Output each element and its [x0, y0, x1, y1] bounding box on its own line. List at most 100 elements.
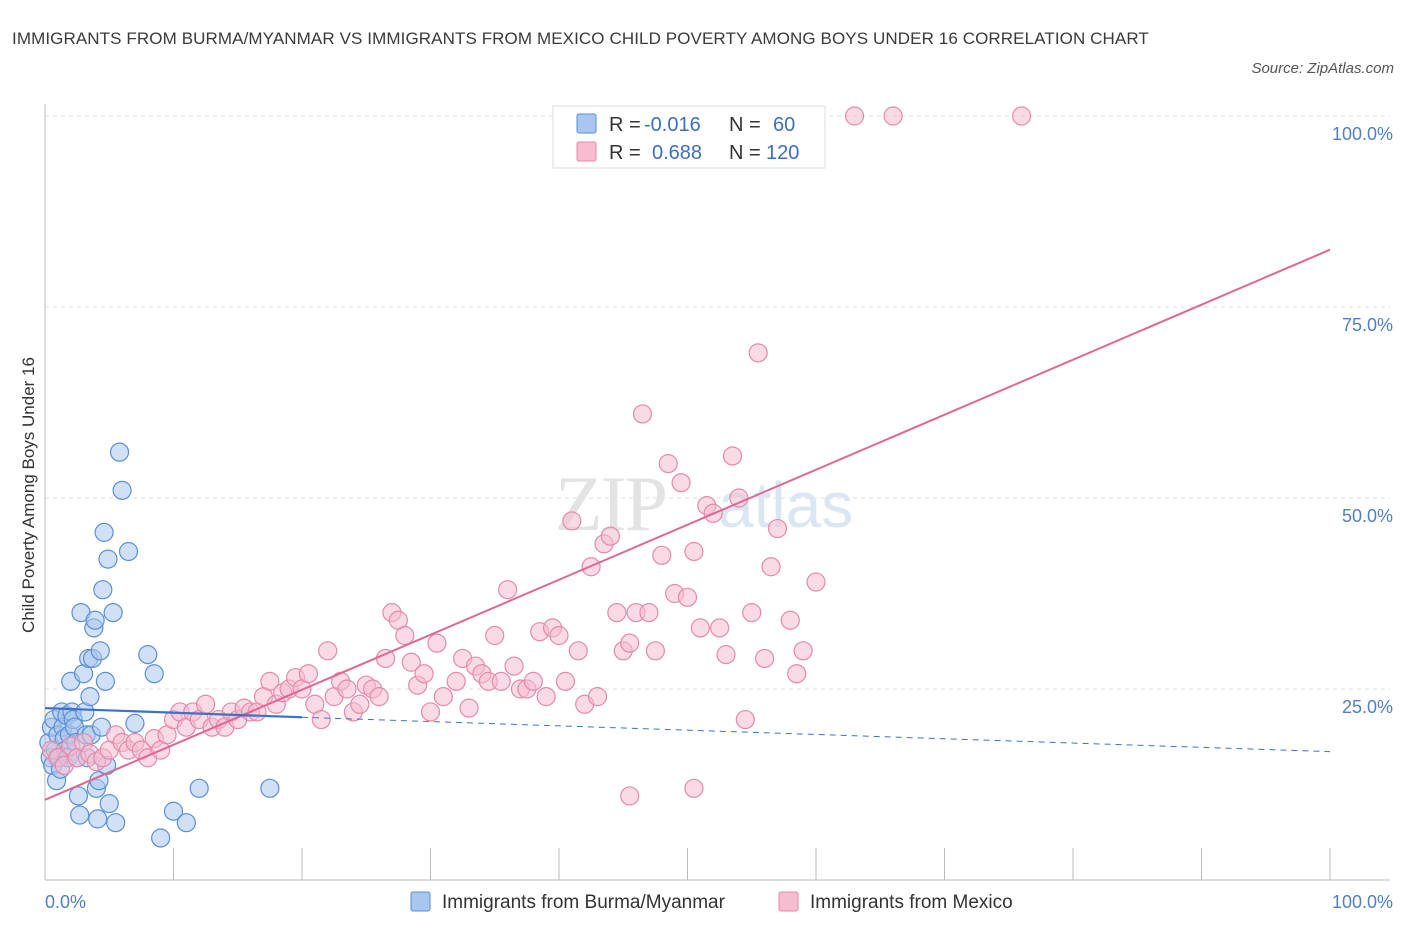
- y-tick-label: 100.0%: [1332, 124, 1393, 144]
- y-tick-label: 75.0%: [1342, 315, 1393, 335]
- data-point-mexico: [562, 511, 582, 531]
- y-axis-title: Child Poverty Among Boys Under 16: [19, 357, 38, 633]
- data-point-mexico: [395, 625, 415, 646]
- data-point-mexico: [684, 541, 704, 562]
- data-point-mexico: [298, 664, 319, 684]
- data-point-burma: [112, 480, 132, 500]
- series-legend: Immigrants from Burma/Myanmar Immigrants…: [410, 891, 1013, 913]
- data-point-mexico: [350, 694, 370, 714]
- x-tick-label: 100.0%: [1332, 892, 1393, 912]
- bottom-legend-swatch-burma: [410, 891, 431, 912]
- data-point-mexico: [587, 687, 608, 707]
- y-tick-label: 50.0%: [1342, 506, 1393, 526]
- data-point-mexico: [433, 687, 453, 707]
- data-point-mexico: [742, 602, 762, 623]
- data-point-mexico: [523, 671, 543, 691]
- data-point-mexico: [446, 671, 466, 691]
- bottom-legend-label-mexico: Immigrants from Mexico: [810, 892, 1013, 913]
- data-point-mexico: [318, 641, 338, 661]
- data-point-mexico: [729, 488, 749, 508]
- data-point-burma: [118, 541, 139, 562]
- data-point-mexico: [652, 545, 672, 565]
- data-point-mexico: [568, 641, 588, 661]
- data-point-mexico: [671, 473, 691, 493]
- data-point-mexico: [658, 454, 678, 474]
- trend-line-mexico: [44, 248, 1331, 801]
- data-point-mexico: [677, 587, 698, 607]
- data-point-mexico: [787, 664, 807, 684]
- data-point-mexico: [780, 610, 800, 630]
- data-point-mexico: [716, 645, 736, 665]
- data-point-mexico: [196, 694, 216, 714]
- data-point-burma: [85, 610, 105, 630]
- data-point-mexico: [414, 664, 434, 684]
- data-point-mexico: [806, 572, 826, 592]
- legend-box: [552, 105, 826, 169]
- data-point-burma: [98, 549, 118, 569]
- bottom-legend-label-burma: Immigrants from Burma/Myanmar: [442, 892, 726, 913]
- data-point-burma: [144, 664, 164, 684]
- legend-r-value-mexico: 0.688: [652, 142, 702, 164]
- trend-line-burma-extension: [301, 716, 1331, 753]
- data-point-mexico: [793, 641, 813, 661]
- data-point-mexico: [767, 518, 788, 539]
- data-point-burma: [106, 813, 126, 833]
- data-point-mexico: [260, 671, 280, 691]
- data-point-mexico: [549, 625, 569, 646]
- data-point-mexico: [645, 641, 665, 661]
- grid-lines: [45, 115, 1390, 690]
- data-point-burma: [189, 778, 209, 798]
- data-point-burma: [99, 793, 119, 814]
- legend-n-label-burma: N =: [729, 114, 761, 136]
- data-point-burma: [95, 671, 115, 691]
- y-tick-labels: 25.0% 50.0% 75.0% 100.0%: [1332, 124, 1393, 717]
- data-point-mexico: [337, 679, 357, 699]
- data-point-burma: [103, 602, 123, 623]
- data-point-mexico: [620, 633, 640, 653]
- data-point-mexico: [883, 106, 903, 126]
- data-point-burma: [138, 645, 158, 665]
- data-point-burma: [151, 828, 171, 848]
- data-point-mexico: [690, 618, 710, 638]
- legend-n-value-mexico: 120: [766, 142, 799, 164]
- data-point-burma: [163, 801, 184, 821]
- series-burma-points: [39, 442, 280, 848]
- data-point-mexico: [639, 602, 659, 623]
- data-point-mexico: [748, 343, 768, 363]
- chart-title: IMMIGRANTS FROM BURMA/MYANMAR VS IMMIGRA…: [12, 29, 1149, 48]
- data-point-burma: [90, 641, 110, 661]
- data-point-mexico: [754, 648, 775, 669]
- data-point-mexico: [427, 633, 447, 653]
- data-point-burma: [70, 805, 90, 825]
- y-tick-label: 25.0%: [1342, 697, 1393, 717]
- data-point-mexico: [844, 106, 865, 126]
- data-point-mexico: [710, 618, 730, 638]
- data-point-burma: [93, 580, 113, 600]
- data-point-burma: [176, 813, 196, 833]
- data-point-mexico: [620, 786, 640, 806]
- data-point-burma: [88, 809, 108, 829]
- data-point-mexico: [1011, 106, 1032, 126]
- data-point-mexico: [761, 557, 781, 577]
- legend-swatch-burma: [576, 113, 597, 134]
- x-tick-label: 0.0%: [45, 892, 86, 912]
- data-point-mexico: [536, 687, 556, 707]
- data-point-mexico: [491, 671, 511, 691]
- bottom-legend-swatch-mexico: [778, 891, 799, 912]
- data-point-mexico: [735, 709, 755, 730]
- data-point-mexico: [600, 526, 621, 546]
- legend-r-value-burma: -0.016: [644, 114, 701, 136]
- data-point-mexico: [498, 580, 518, 600]
- data-point-burma: [109, 442, 130, 462]
- legend-n-value-burma: 60: [773, 114, 795, 136]
- x-tick-labels: 0.0% 100.0%: [45, 892, 1393, 912]
- data-point-mexico: [722, 446, 743, 466]
- data-point-burma: [68, 786, 89, 806]
- data-point-mexico: [311, 709, 331, 730]
- data-point-mexico: [504, 656, 524, 676]
- trend-line-burma: [44, 707, 303, 719]
- data-point-mexico: [459, 698, 479, 718]
- data-point-mexico: [369, 687, 389, 707]
- data-point-mexico: [555, 671, 576, 691]
